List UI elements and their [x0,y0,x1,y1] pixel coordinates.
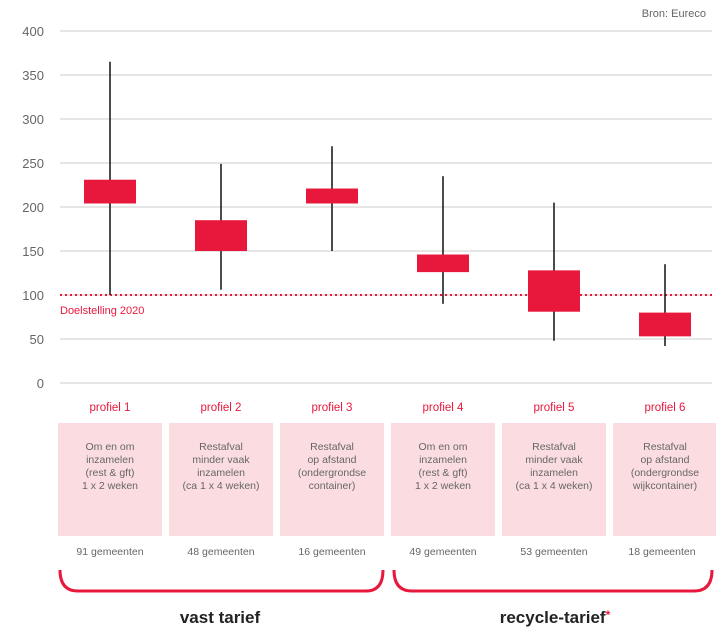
candlestick-chart: 0 50 100 150 200 250 300 350 400 [22,24,712,391]
profile-label-3: profiel 3 [311,402,353,414]
box-4 [417,254,469,273]
box-3 [306,188,358,204]
y-tick-label-100: 100 [22,288,44,303]
group-label-recycle-tarief-text: recycle-tarief [499,608,606,627]
y-tick-label-0: 0 [37,376,44,391]
profile-description-2: Restafval minder vaak inzamelen (ca 1 x … [169,423,273,536]
box-1 [84,179,136,204]
group-label-vast-tarief-text: vast tarief [179,608,261,627]
profile-label-4: profiel 4 [422,402,464,414]
profile-description-6: Restafval op afstand (ondergrondse wijkc… [613,423,716,536]
group-brackets [58,569,714,593]
y-tick-label-250: 250 [22,156,44,171]
y-tick-label-150: 150 [22,244,44,259]
profile-description-4: Om en om inzamelen (rest & gft) 1 x 2 we… [391,423,495,536]
footnote-star: * [605,608,611,622]
profile-description-3: Restafval op afstand (ondergrondse conta… [280,423,384,536]
y-tick-label-400: 400 [22,24,44,39]
group-label-vast-tarief: vast tarief [140,608,300,628]
box-6 [639,312,691,337]
bracket-recycle-tarief [392,569,714,593]
profile-count-5: 53 gemeenten [520,546,588,558]
target-label: Doelstelling 2020 [60,305,145,317]
y-tick-label-350: 350 [22,68,44,83]
box-2 [195,220,247,251]
profile-count-6: 18 gemeenten [628,546,696,558]
y-tick-label-50: 50 [30,332,44,347]
profile-count-1: 91 gemeenten [76,546,144,558]
source-label: Bron: Eureco [641,8,706,20]
profile-label-5: profiel 5 [533,402,575,414]
profile-description-1: Om en om inzamelen (rest & gft) 1 x 2 we… [58,423,162,536]
y-tick-label-300: 300 [22,112,44,127]
profile-description-5: Restafval minder vaak inzamelen (ca 1 x … [502,423,606,536]
profile-label-1: profiel 1 [89,402,131,414]
profile-label-2: profiel 2 [200,402,242,414]
group-label-recycle-tarief: recycle-tarief* [460,608,650,628]
bracket-vast-tarief [58,569,385,593]
box-5 [528,270,580,312]
profile-count-2: 48 gemeenten [187,546,255,558]
profile-count-4: 49 gemeenten [409,546,477,558]
profile-count-3: 16 gemeenten [298,546,366,558]
y-tick-label-200: 200 [22,200,44,215]
profile-label-6: profiel 6 [644,402,686,414]
